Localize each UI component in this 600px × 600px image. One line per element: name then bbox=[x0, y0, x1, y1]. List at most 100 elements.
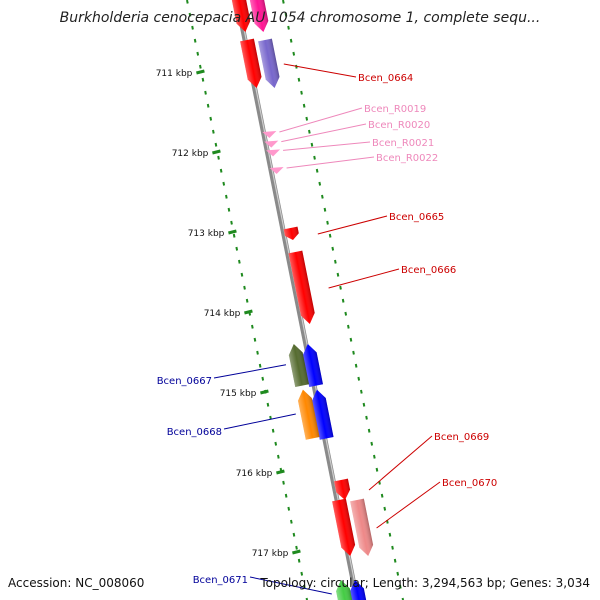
outer-ring-dot bbox=[344, 311, 348, 316]
inner-ring-dot bbox=[243, 285, 246, 290]
gene-label: Bcen_0669 bbox=[434, 432, 489, 443]
gene-feature-shade bbox=[283, 226, 299, 241]
cog-feature bbox=[248, 0, 269, 33]
leader-line bbox=[368, 435, 433, 491]
rna-marker bbox=[262, 131, 277, 138]
inner-ring-dot bbox=[297, 558, 301, 563]
inner-ring-dot bbox=[258, 363, 262, 368]
inner-ring-dot bbox=[274, 441, 278, 446]
outer-ring-dot bbox=[318, 181, 322, 186]
tick-label: 716 kbp bbox=[236, 469, 273, 479]
inner-ring-dot bbox=[287, 506, 291, 511]
leader-line bbox=[283, 141, 371, 151]
label-layer: Bcen_0664 Bcen_R0019 Bcen_R0020 Bcen_R0021 B… bbox=[157, 63, 497, 595]
inner-ring-dot bbox=[271, 428, 275, 433]
inner-ring-dot bbox=[217, 155, 220, 160]
outer-ring-dot bbox=[360, 389, 363, 394]
leader-line bbox=[279, 107, 363, 133]
cog-feature-shade bbox=[248, 0, 269, 33]
tick-mark bbox=[260, 389, 269, 395]
gene-label: Bcen_R0022 bbox=[376, 153, 438, 164]
inner-ring-dot bbox=[232, 233, 236, 238]
gene-feature-shade bbox=[350, 579, 368, 600]
outer-ring-dot bbox=[349, 337, 353, 342]
inner-ring-dot bbox=[282, 480, 285, 485]
gene-feature bbox=[332, 498, 356, 557]
tick-mark bbox=[244, 309, 253, 315]
inner-ring-dot bbox=[277, 454, 280, 459]
tick-label: 715 kbp bbox=[220, 389, 257, 399]
outer-ring-dot bbox=[334, 259, 337, 264]
outer-ring-dot bbox=[313, 155, 316, 160]
rna-marker bbox=[264, 140, 279, 148]
outer-ring-dot bbox=[297, 77, 301, 82]
gene-label: Bcen_0671 bbox=[193, 575, 248, 586]
cog-feature-shade bbox=[258, 38, 280, 89]
gene-feature-shade bbox=[230, 0, 251, 33]
tick-mark bbox=[212, 149, 221, 155]
cog-feature-shade bbox=[336, 579, 354, 600]
outer-ring-dot bbox=[284, 12, 288, 17]
gene-layer bbox=[230, 0, 374, 600]
accession-text: Accession: NC_008060 bbox=[8, 576, 144, 590]
rna-marker bbox=[269, 167, 284, 174]
cog-feature bbox=[336, 579, 354, 600]
tick-label: 717 kbp bbox=[252, 549, 289, 559]
rna-marker bbox=[266, 149, 281, 157]
inner-ring-dot bbox=[193, 38, 197, 43]
inner-ring-dot bbox=[295, 545, 298, 550]
gene-feature bbox=[230, 0, 251, 33]
leader-line bbox=[283, 63, 357, 78]
tick-layer: 711 kbp 712 kbp 713 kbp 714 kbp 715 kbp 716 k… bbox=[156, 69, 301, 559]
inner-ring-dot bbox=[186, 0, 189, 4]
tick-mark bbox=[292, 549, 301, 555]
outer-ring-dot bbox=[305, 116, 309, 121]
gene-label: Bcen_0667 bbox=[157, 376, 212, 387]
outer-ring-dot bbox=[302, 103, 306, 108]
gene-label: Bcen_0670 bbox=[442, 478, 497, 489]
gene-feature-shade bbox=[334, 478, 351, 501]
cog-feature bbox=[258, 38, 280, 89]
outer-ring-dot bbox=[391, 545, 394, 550]
inner-ring-dot bbox=[300, 571, 304, 576]
cog-feature-shade bbox=[298, 389, 320, 440]
inner-ring-dot bbox=[214, 142, 218, 147]
gene-feature bbox=[350, 579, 368, 600]
gene-label: Bcen_0665 bbox=[389, 212, 444, 223]
outer-ring-dot bbox=[341, 298, 345, 303]
inner-ring-dot bbox=[292, 532, 296, 537]
inner-ring-dot bbox=[230, 220, 233, 225]
tick-label: 711 kbp bbox=[156, 69, 193, 79]
inner-ring-dot bbox=[251, 324, 254, 329]
cog-feature bbox=[350, 498, 374, 557]
inner-ring-dot bbox=[256, 350, 259, 355]
gene-feature bbox=[240, 38, 262, 89]
map-title: Burkholderia cenocepacia AU 1054 chromos… bbox=[60, 10, 541, 26]
tick-mark bbox=[228, 229, 237, 235]
outer-ring-dot bbox=[370, 441, 374, 446]
gene-label: Bcen_R0021 bbox=[372, 138, 434, 149]
leader-line bbox=[223, 413, 296, 430]
inner-ring-dot bbox=[235, 246, 239, 251]
outer-ring-dot bbox=[375, 467, 379, 472]
inner-ring-dot bbox=[188, 12, 192, 17]
outer-ring-dot bbox=[282, 0, 285, 4]
leader-line bbox=[213, 364, 287, 379]
outer-ring-dot bbox=[287, 25, 290, 30]
gene-label: Bcen_0668 bbox=[167, 427, 222, 438]
outer-ring-dot bbox=[367, 428, 371, 433]
inner-ring-dot bbox=[196, 51, 200, 56]
inner-ring-dot bbox=[191, 25, 194, 30]
cog-feature-shade bbox=[288, 343, 309, 387]
inner-ring-dot bbox=[284, 493, 288, 498]
outer-ring-dot bbox=[383, 506, 387, 511]
gene-label: Bcen_0666 bbox=[401, 265, 456, 276]
gene-label: Bcen_R0020 bbox=[368, 120, 430, 131]
inner-ring-dot bbox=[212, 129, 215, 134]
inner-ring-dot bbox=[222, 181, 226, 186]
gene-feature bbox=[302, 343, 323, 387]
outer-ring-dot bbox=[399, 584, 402, 589]
outer-ring-dot bbox=[300, 90, 303, 95]
inner-ring-dot bbox=[261, 376, 265, 381]
